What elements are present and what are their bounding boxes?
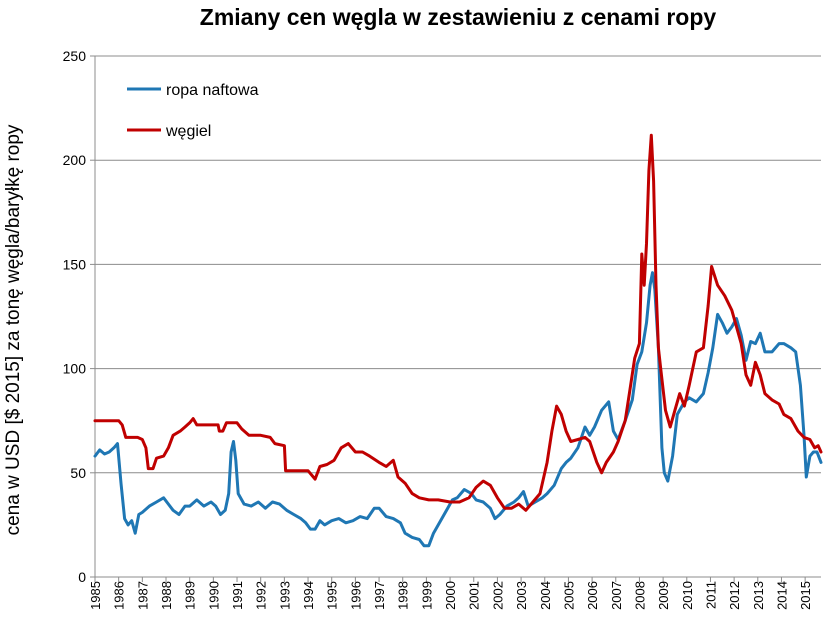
series-lines [93, 133, 823, 548]
y-tick-label: 200 [63, 152, 87, 168]
series-line-coal [93, 133, 823, 512]
y-tick-label: 150 [63, 256, 87, 272]
legend-label: węgiel [165, 123, 211, 140]
axes [90, 55, 821, 582]
x-tick-label: 2003 [514, 581, 529, 610]
x-tick-label: 1993 [277, 581, 292, 610]
x-tick-label: 1988 [159, 581, 174, 610]
x-tick-label: 2002 [490, 581, 505, 610]
x-tick-label: 2014 [774, 581, 789, 610]
x-tick-label: 2004 [538, 581, 553, 610]
x-tick-label: 2009 [656, 581, 671, 610]
series-line-oil [93, 271, 823, 548]
x-tick-label: 1996 [348, 581, 363, 610]
legend-label: ropa naftowa [166, 82, 259, 99]
x-tick-label: 2015 [798, 581, 813, 610]
x-tick-labels: 1985 1986 1987 1988 1989 1990 1991 1992 1993 1994… [88, 581, 813, 610]
y-tick-label: 0 [78, 569, 86, 585]
x-tick-label: 2001 [467, 581, 482, 610]
x-tick-label: 1997 [372, 581, 387, 610]
x-tick-label: 2011 [703, 581, 718, 609]
x-tick-label: 2010 [680, 581, 695, 610]
x-tick-label: 2007 [609, 581, 624, 610]
y-tick-labels: 0 50 100 150 200 250 [63, 48, 87, 585]
x-tick-label: 1994 [301, 581, 316, 610]
x-tick-label: 1987 [135, 581, 150, 610]
x-tick-label: 1998 [396, 581, 411, 610]
legend: ropa naftowa węgiel [127, 82, 259, 140]
x-tick-label: 2013 [751, 581, 766, 610]
gridlines [95, 55, 821, 474]
x-tick-label: 1986 [112, 581, 127, 610]
x-tick-label: 1992 [254, 581, 269, 610]
x-tick-label: 1999 [419, 581, 434, 610]
x-tick-label: 1990 [206, 581, 221, 610]
x-tick-label: 1985 [88, 581, 103, 610]
x-tick-label: 2008 [632, 581, 647, 610]
y-tick-label: 250 [63, 48, 87, 64]
x-tick-label: 1991 [230, 581, 245, 610]
chart-title: Zmiany cen węgla w zestawieniu z cenami … [199, 4, 717, 30]
x-tick-label: 1995 [325, 581, 340, 610]
x-tick-label: 2005 [561, 581, 576, 610]
x-tick-label: 2000 [443, 581, 458, 610]
x-tick-label: 1989 [183, 581, 198, 610]
x-tick-label: 2006 [585, 581, 600, 610]
y-tick-label: 50 [70, 465, 86, 481]
x-tick-label: 2012 [727, 581, 742, 610]
y-tick-label: 100 [63, 361, 87, 377]
